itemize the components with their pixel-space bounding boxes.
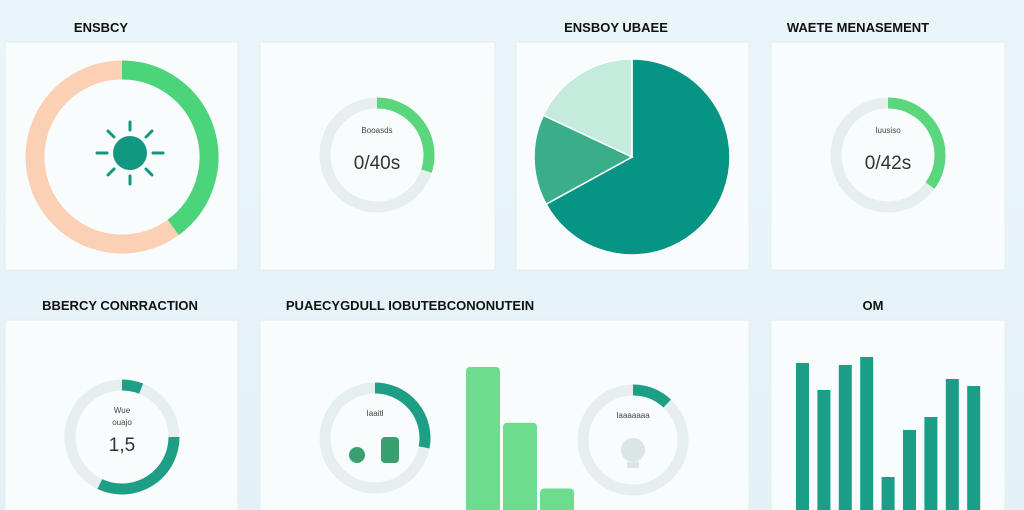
bar bbox=[503, 422, 537, 510]
gauge-arc bbox=[632, 384, 671, 408]
gauge-arc bbox=[121, 379, 144, 394]
bar bbox=[967, 386, 981, 510]
pie-slice bbox=[533, 114, 634, 206]
bulb-icon bbox=[621, 438, 645, 468]
bar bbox=[945, 379, 959, 510]
gauge-value: 0/42s bbox=[865, 153, 911, 174]
gauge-label: Iaaaaaaa bbox=[616, 411, 650, 420]
section-title: PUAECYGDULL IOBUTEBCONONUTEIN bbox=[286, 298, 534, 313]
sun-icon bbox=[95, 120, 165, 186]
section-title: ENSBCY bbox=[74, 20, 129, 35]
bar bbox=[881, 477, 895, 510]
gauge-arc bbox=[374, 382, 431, 449]
bar bbox=[838, 365, 852, 510]
bar bbox=[817, 390, 831, 510]
gauge-value: 0/40s bbox=[354, 153, 400, 174]
pie-slice bbox=[545, 58, 731, 256]
card bbox=[4, 319, 239, 510]
card bbox=[259, 41, 496, 271]
gauge-label: Iuusiso bbox=[875, 126, 901, 135]
bar bbox=[924, 417, 938, 510]
section-title: ENSBOY UBAEE bbox=[564, 20, 668, 35]
bar bbox=[466, 367, 500, 510]
bar bbox=[903, 430, 916, 510]
bar bbox=[796, 363, 809, 510]
bar bbox=[860, 357, 874, 510]
gauge-label: Wue bbox=[114, 406, 131, 415]
gauge-label: Booasds bbox=[361, 126, 392, 135]
donut-segment bbox=[25, 60, 179, 254]
card bbox=[770, 41, 1006, 271]
section-title: BBERCY CONRRACTION bbox=[42, 298, 198, 313]
gauge-arc bbox=[887, 97, 946, 189]
section-title: WAETE MENASEMENT bbox=[787, 20, 929, 35]
gauge-value: 1,5 bbox=[109, 435, 135, 456]
donut-segment bbox=[121, 60, 219, 236]
gauge-label: ouajo bbox=[112, 418, 132, 427]
pie-slice bbox=[542, 58, 633, 159]
gauge-arc bbox=[97, 436, 180, 495]
gauge-label: Iaaitl bbox=[367, 409, 384, 418]
gauge-arc bbox=[376, 97, 435, 173]
leaf-icon bbox=[349, 437, 399, 463]
section-title: OM bbox=[863, 298, 884, 313]
bar bbox=[540, 488, 574, 510]
